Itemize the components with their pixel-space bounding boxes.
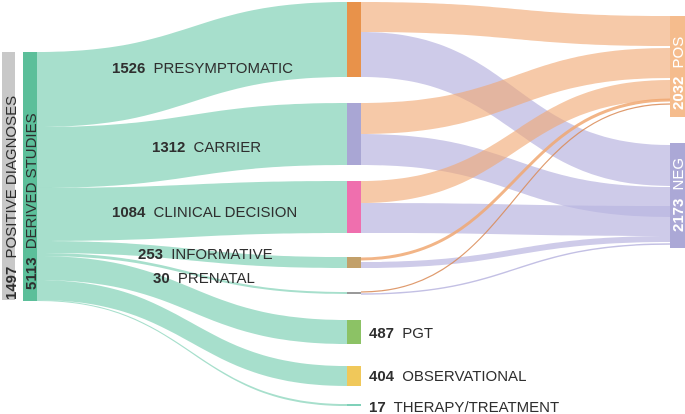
pos-outcome-node bbox=[670, 16, 685, 117]
positive-diagnoses-bar bbox=[2, 52, 15, 300]
pos-outcome-label: 2032 POS bbox=[670, 37, 685, 110]
flow-source-observational bbox=[37, 280, 347, 386]
flow-carrier-pos bbox=[361, 48, 670, 134]
observational-label: 404 OBSERVATIONAL bbox=[369, 368, 526, 385]
flow-informative-pos bbox=[360, 98, 671, 261]
neg-outcome-label: 2173 NEG bbox=[670, 158, 685, 232]
flow-informative-neg bbox=[361, 236, 670, 268]
flow-clinical-decision-pos bbox=[361, 80, 670, 203]
positive-diagnoses-label: 1497 POSITIVE DIAGNOSES bbox=[3, 96, 20, 300]
flow-prenatal-neg bbox=[360, 243, 671, 295]
flow-presymptomatic-neg bbox=[361, 32, 670, 186]
clinical-decision-node bbox=[347, 181, 361, 233]
flow-source-prenatal bbox=[37, 253, 347, 294]
therapy-treatment-label: 17 THERAPY/TREATMENT bbox=[369, 399, 559, 414]
flow-source-pgt bbox=[37, 256, 347, 344]
flow-source-presymptomatic bbox=[37, 2, 347, 127]
pgt-node bbox=[347, 320, 361, 344]
flow-clinical-decision-neg bbox=[361, 203, 670, 236]
pgt-label: 487 PGT bbox=[369, 325, 433, 342]
derived-studies-label: 5113 DERIVED STUDIES bbox=[23, 113, 40, 290]
observational-node bbox=[347, 366, 361, 386]
flow-prenatal-pos bbox=[360, 103, 671, 293]
flow-source-informative bbox=[37, 241, 347, 268]
flow-carrier-neg bbox=[361, 134, 670, 217]
informative-node bbox=[347, 257, 361, 268]
carrier-label: 1312 CARRIER bbox=[152, 139, 261, 156]
neg-outcome-node bbox=[670, 143, 685, 248]
therapy-treatment-node bbox=[347, 404, 361, 406]
flow-presymptomatic-pos bbox=[361, 2, 670, 46]
prenatal-label: 30 PRENATAL bbox=[153, 270, 255, 287]
flow-source-clinical-decision bbox=[37, 181, 347, 241]
flows-layer bbox=[37, 2, 671, 406]
prenatal-node bbox=[347, 292, 361, 294]
derived-studies-bar bbox=[23, 52, 37, 301]
nodes-layer bbox=[2, 2, 685, 406]
carrier-node bbox=[347, 103, 361, 165]
clinical-decision-label: 1084 CLINICAL DECISION bbox=[112, 204, 297, 221]
presymptomatic-label: 1526 PRESYMPTOMATIC bbox=[112, 60, 293, 77]
informative-label: 253 INFORMATIVE bbox=[138, 246, 273, 263]
flow-source-therapy-treatment bbox=[37, 300, 347, 406]
flow-source-carrier bbox=[37, 103, 347, 188]
presymptomatic-node bbox=[347, 2, 361, 77]
